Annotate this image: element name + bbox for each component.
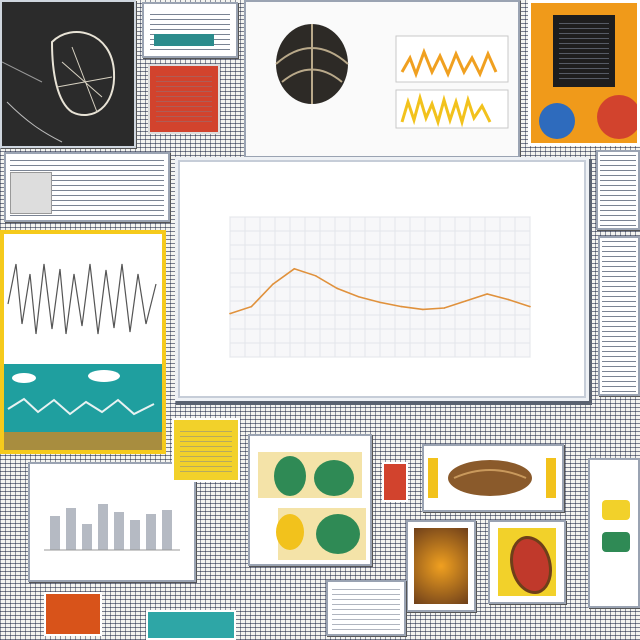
small-bar-chart	[30, 464, 194, 580]
seed-illustration	[424, 446, 562, 510]
panel-right-table	[596, 150, 640, 230]
data-point	[250, 305, 253, 308]
panel-right-bottom	[588, 458, 640, 608]
panel-orange-slide	[528, 0, 640, 146]
data-point	[443, 307, 446, 309]
data-point	[357, 296, 360, 298]
panel-bottom-teal	[146, 610, 236, 640]
panel-bar-chart	[28, 462, 196, 582]
panel-bottom-left-orange	[44, 592, 102, 636]
data-point	[422, 308, 424, 311]
panel-specimen	[244, 0, 520, 158]
data-point	[507, 298, 510, 301]
data-point	[336, 287, 338, 290]
data-point	[486, 293, 488, 295]
panel-red-slide	[382, 462, 408, 502]
panel-potato-specimen	[406, 520, 476, 612]
panel-left-notes	[4, 152, 170, 222]
waveform-chart	[4, 234, 162, 450]
chart-points	[229, 268, 531, 315]
panel-red-block	[148, 64, 220, 134]
main-line-chart	[178, 160, 586, 398]
panel-fruit-specimen	[488, 520, 566, 604]
panel-seed-specimen	[422, 444, 564, 512]
data-point	[293, 268, 296, 270]
panel-right-list	[598, 236, 640, 396]
chart-grid	[229, 216, 531, 358]
data-point	[272, 283, 274, 285]
data-point	[314, 275, 317, 277]
data-point	[379, 301, 381, 304]
panel-bottom-diagram	[326, 580, 406, 636]
data-point	[400, 305, 403, 308]
data-point	[464, 300, 467, 302]
panel-dark-sketch	[0, 0, 136, 148]
data-point	[529, 305, 531, 308]
line-chart-canvas	[229, 216, 531, 358]
data-point	[229, 312, 231, 315]
panel-top-strip	[142, 2, 238, 58]
leaf-illustrations	[250, 436, 370, 564]
specimen-illustration	[246, 2, 518, 156]
sketch-illustration	[2, 2, 134, 146]
panel-yellow-note	[172, 418, 240, 482]
panel-waveform	[0, 230, 166, 454]
panel-leaf-specimens	[248, 434, 372, 566]
